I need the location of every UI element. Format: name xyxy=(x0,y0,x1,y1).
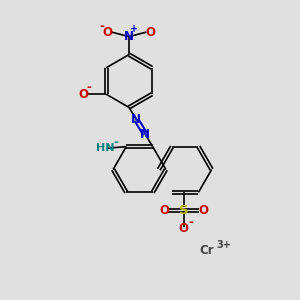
Text: HN: HN xyxy=(96,143,115,153)
Text: N: N xyxy=(124,29,134,43)
Text: -: - xyxy=(114,136,118,148)
Text: O: O xyxy=(198,205,208,218)
Text: O: O xyxy=(145,26,155,39)
Text: O: O xyxy=(179,222,189,235)
Text: 3+: 3+ xyxy=(216,239,231,250)
Text: O: O xyxy=(159,205,169,218)
Text: N: N xyxy=(131,113,141,126)
Text: Cr: Cr xyxy=(200,244,214,257)
Text: -: - xyxy=(188,217,193,230)
Text: N: N xyxy=(140,128,150,141)
Text: -: - xyxy=(100,20,104,33)
Text: O: O xyxy=(103,26,113,39)
Text: S: S xyxy=(179,205,188,218)
Text: +: + xyxy=(130,24,138,34)
Text: -: - xyxy=(87,81,92,94)
Text: O: O xyxy=(78,88,88,101)
